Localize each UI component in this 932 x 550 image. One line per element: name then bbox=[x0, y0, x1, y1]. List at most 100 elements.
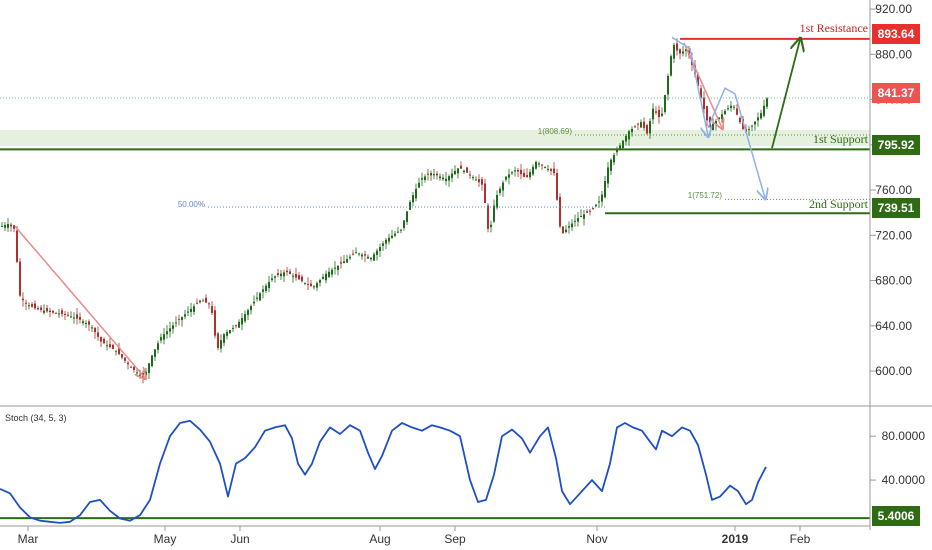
candle-body bbox=[703, 97, 705, 109]
candle-body bbox=[109, 344, 111, 348]
stoch-tick-label: 40.0000 bbox=[882, 473, 926, 487]
candle-body bbox=[562, 226, 564, 234]
candle-body bbox=[88, 321, 90, 325]
candle-body bbox=[13, 225, 15, 229]
candle-body bbox=[202, 300, 204, 302]
downtrend-arrow bbox=[14, 225, 145, 378]
candle-body bbox=[103, 338, 105, 344]
candle-body bbox=[304, 282, 306, 284]
candle-body bbox=[40, 307, 42, 310]
candle-body bbox=[553, 168, 555, 174]
candle-body bbox=[517, 169, 519, 172]
candle-body bbox=[625, 135, 627, 142]
candle-body bbox=[667, 75, 669, 95]
candle-body bbox=[502, 182, 504, 191]
candle-body bbox=[307, 283, 309, 285]
candle-body bbox=[316, 283, 318, 288]
candle-body bbox=[397, 231, 399, 233]
levels bbox=[0, 37, 870, 215]
candle-body bbox=[265, 285, 267, 291]
candle-body bbox=[748, 128, 750, 130]
candle-body bbox=[463, 170, 465, 173]
time-tick-label: Jun bbox=[230, 532, 249, 546]
candle-body bbox=[205, 297, 207, 303]
candle-body bbox=[355, 252, 357, 254]
candle-body bbox=[112, 344, 114, 349]
candle-body bbox=[382, 243, 384, 246]
svg-text:795.92: 795.92 bbox=[878, 138, 915, 152]
candle-body bbox=[319, 280, 321, 283]
candle-body bbox=[340, 262, 342, 264]
candle-body bbox=[601, 194, 603, 202]
candle-body bbox=[184, 314, 186, 317]
candle-body bbox=[277, 273, 279, 275]
candle-body bbox=[352, 253, 354, 255]
candle-body bbox=[52, 310, 54, 313]
candle-body bbox=[433, 174, 435, 176]
candle-body bbox=[607, 167, 609, 184]
candle-body bbox=[679, 49, 681, 54]
candle-body bbox=[220, 340, 222, 349]
badge-support2: 739.51 bbox=[872, 198, 920, 218]
candle-body bbox=[130, 366, 132, 368]
candle-body bbox=[358, 253, 360, 255]
candle-body bbox=[442, 177, 444, 180]
candle-body bbox=[97, 332, 99, 337]
candle-body bbox=[610, 159, 612, 171]
candle-body bbox=[706, 106, 708, 121]
candle-body bbox=[262, 289, 264, 292]
candle-body bbox=[763, 105, 765, 116]
candle-body bbox=[478, 179, 480, 183]
candle-body bbox=[139, 374, 141, 376]
candle-body bbox=[94, 327, 96, 333]
candle-body bbox=[700, 88, 702, 98]
candle-body bbox=[754, 121, 756, 125]
candle-body bbox=[622, 140, 624, 149]
candle-body bbox=[145, 372, 147, 376]
candle-body bbox=[544, 166, 546, 168]
candle-body bbox=[172, 325, 174, 329]
candle-body bbox=[271, 278, 273, 281]
candle-body bbox=[523, 172, 525, 177]
candle-body bbox=[211, 306, 213, 313]
time-tick-label: Nov bbox=[586, 532, 607, 546]
candle-body bbox=[466, 167, 468, 173]
candle-body bbox=[733, 106, 735, 108]
candle-body bbox=[529, 171, 531, 178]
candle-body bbox=[532, 166, 534, 175]
candle-body bbox=[325, 273, 327, 281]
candle-body bbox=[70, 316, 72, 318]
time-tick-label: 2019 bbox=[722, 532, 749, 546]
candle-body bbox=[301, 276, 303, 282]
candle-body bbox=[526, 174, 528, 178]
candle-body bbox=[484, 183, 486, 203]
candle-body bbox=[577, 218, 579, 222]
price-tick-label: 920.00 bbox=[875, 2, 912, 16]
support1-label: 1st Support bbox=[813, 132, 869, 146]
candle-body bbox=[295, 274, 297, 278]
candle-body bbox=[121, 354, 123, 358]
candle-body bbox=[421, 178, 423, 180]
candle-body bbox=[472, 177, 474, 179]
candle-body bbox=[16, 230, 18, 262]
candle-body bbox=[133, 366, 135, 371]
candle-body bbox=[55, 312, 57, 314]
candle-body bbox=[712, 123, 714, 131]
candle-body bbox=[469, 174, 471, 176]
candle-body bbox=[631, 128, 633, 133]
candle-body bbox=[37, 308, 39, 310]
candle-body bbox=[115, 350, 117, 352]
candle-body bbox=[85, 322, 87, 324]
pullback-arrow bbox=[683, 42, 722, 128]
candle-body bbox=[643, 121, 645, 128]
price-tick-label: 760.00 bbox=[875, 183, 912, 197]
candle-body bbox=[193, 306, 195, 312]
candle-body bbox=[1, 225, 3, 227]
candle-body bbox=[43, 310, 45, 313]
candle-body bbox=[334, 267, 336, 269]
candle-body bbox=[100, 337, 102, 342]
svg-text:5.4006: 5.4006 bbox=[878, 509, 915, 523]
candle-body bbox=[181, 316, 183, 321]
candle-body bbox=[424, 176, 426, 181]
